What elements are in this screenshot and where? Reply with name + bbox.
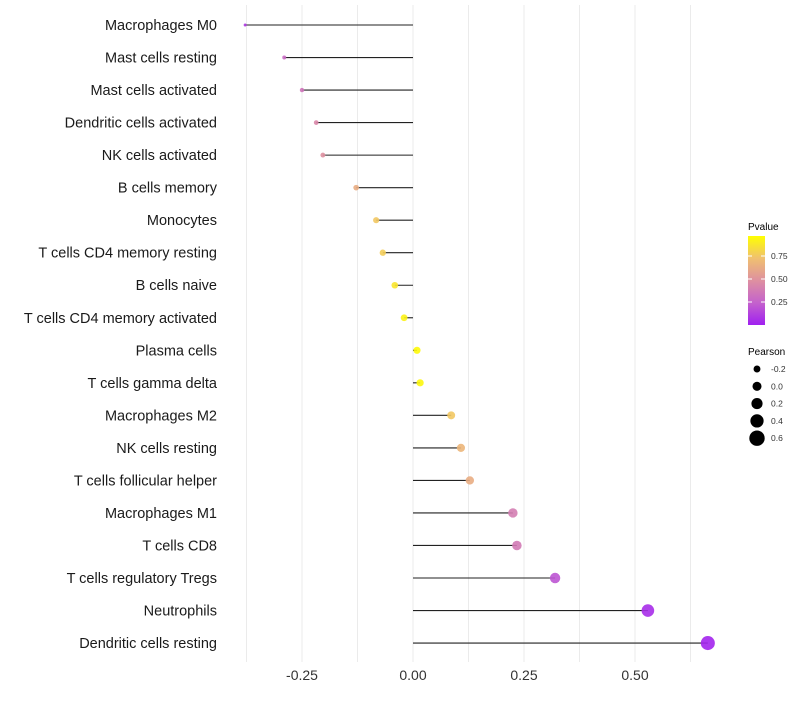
y-tick-label: Mast cells resting xyxy=(105,51,217,67)
gridlines xyxy=(246,5,691,662)
lollipop-point xyxy=(243,23,247,27)
x-tick-label: 0.50 xyxy=(621,667,648,683)
y-tick-label: Monocytes xyxy=(147,213,217,229)
size-legend-point xyxy=(750,414,764,428)
pvalue-colorbar xyxy=(748,236,765,325)
lollipop-point xyxy=(465,476,475,485)
lollipop-point xyxy=(400,314,408,322)
lollipop-point xyxy=(282,55,287,60)
y-tick-label: Macrophages M1 xyxy=(105,506,217,522)
lollipop-point xyxy=(700,636,715,651)
y-tick-label: T cells CD8 xyxy=(142,538,217,554)
x-tick-label: -0.25 xyxy=(286,667,318,683)
pearson-legend: Pearson -0.2 0.0 0.2 0.4 0.6 xyxy=(748,347,786,446)
y-tick-label: B cells memory xyxy=(118,181,218,197)
lollipop-point xyxy=(391,281,399,289)
lollipop-point xyxy=(413,346,421,354)
pearson-legend-title: Pearson xyxy=(748,347,785,358)
y-tick-label: NK cells activated xyxy=(102,148,217,164)
y-tick-label: Plasma cells xyxy=(136,343,217,359)
x-axis-labels: -0.25 0.00 0.25 0.50 xyxy=(286,667,649,683)
lollipop-point xyxy=(508,508,518,518)
lollipop-point xyxy=(416,379,424,387)
size-legend-point xyxy=(753,365,761,373)
size-legend-label: 0.2 xyxy=(771,399,783,409)
size-legend-point xyxy=(752,381,762,391)
y-tick-label: NK cells resting xyxy=(116,441,217,457)
lollipops xyxy=(243,23,715,651)
x-tick-label: 0.00 xyxy=(399,667,426,683)
pvalue-legend: Pvalue 0.25 0.50 0.75 xyxy=(748,222,788,325)
lollipop-point xyxy=(456,443,466,452)
lollipop-point xyxy=(549,572,561,584)
lollipop-point xyxy=(512,540,522,551)
size-legend-point xyxy=(751,398,763,410)
colorbar-tick-label: 0.25 xyxy=(771,297,788,307)
y-tick-label: Neutrophils xyxy=(144,604,217,620)
y-tick-label: T cells CD4 memory resting xyxy=(38,246,217,262)
size-legend-label: 0.6 xyxy=(771,433,783,443)
lollipop-point xyxy=(373,217,380,224)
lollipop-point xyxy=(313,120,319,125)
y-tick-label: B cells naive xyxy=(136,278,217,294)
size-legend-label: 0.0 xyxy=(771,381,783,391)
y-tick-label: T cells CD4 memory activated xyxy=(24,311,217,327)
y-tick-label: Dendritic cells resting xyxy=(79,636,217,652)
lollipop-point xyxy=(299,87,305,93)
size-legend-point xyxy=(749,430,765,446)
lollipop-point xyxy=(447,411,456,420)
y-tick-label: T cells regulatory Tregs xyxy=(67,571,217,587)
colorbar-tick-label: 0.50 xyxy=(771,274,788,284)
y-tick-label: Macrophages M2 xyxy=(105,408,217,424)
y-axis-labels: Macrophages M0 Mast cells resting Mast cel… xyxy=(24,18,218,652)
y-tick-label: T cells gamma delta xyxy=(88,376,218,392)
size-legend-label: 0.4 xyxy=(771,416,783,426)
lollipop-point xyxy=(641,604,655,617)
lollipop-point xyxy=(353,184,360,191)
y-tick-label: Dendritic cells activated xyxy=(65,116,217,132)
x-tick-label: 0.25 xyxy=(510,667,537,683)
colorbar-tick-label: 0.75 xyxy=(771,251,788,261)
pvalue-legend-title: Pvalue xyxy=(748,222,779,233)
size-legend-label: -0.2 xyxy=(771,364,786,374)
y-tick-label: T cells follicular helper xyxy=(74,473,217,489)
y-tick-label: Mast cells activated xyxy=(90,83,217,99)
y-tick-label: Macrophages M0 xyxy=(105,18,217,34)
lollipop-point xyxy=(320,152,326,158)
lollipop-point xyxy=(379,249,386,256)
